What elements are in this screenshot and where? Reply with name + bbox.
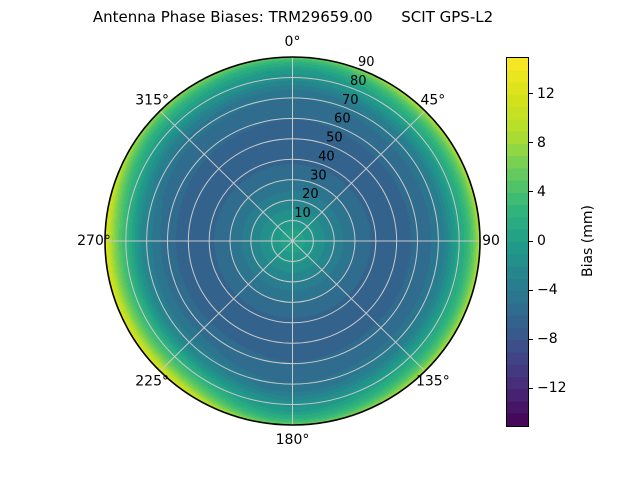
radial-tick-label: 40	[318, 149, 335, 164]
angular-tick-label: 135°	[416, 374, 450, 390]
colorbar-tick-label: −4	[537, 282, 558, 299]
angular-tick-label: 90	[482, 233, 500, 249]
grid-spoke	[292, 110, 426, 242]
radial-tick-label: 20	[302, 187, 319, 202]
colorbar-tick-label: −8	[537, 331, 558, 348]
angular-tick-label: 270°	[77, 233, 111, 249]
grid-spoke	[159, 240, 293, 372]
colorbar-tick-label: 4	[537, 183, 546, 200]
radial-tick-label: 50	[326, 131, 343, 146]
angular-tick-label: 180°	[276, 432, 310, 448]
chart-title: Antenna Phase Biases: TRM29659.00 SCIT G…	[92, 8, 494, 26]
plot-boundary	[104, 56, 481, 426]
colorbar-tick	[529, 191, 533, 193]
colorbar-tick	[529, 289, 533, 291]
grid-spoke	[159, 110, 293, 242]
radial-tick-label: 30	[310, 168, 327, 183]
colorbar-gradient	[507, 58, 528, 426]
grid-spoke	[292, 240, 426, 372]
colorbar-tick	[529, 93, 533, 95]
colorbar-tick	[529, 240, 533, 242]
radial-tick-label: 70	[342, 93, 359, 108]
colorbar	[506, 57, 529, 427]
colorbar-tick	[529, 142, 533, 144]
colorbar-tick-label: −12	[537, 380, 567, 397]
radial-tick-label: 60	[334, 112, 351, 127]
angular-tick-label: 315°	[135, 92, 169, 108]
radial-tick-label: 10	[294, 206, 311, 221]
colorbar-tick-label: 0	[537, 233, 546, 249]
colorbar-axis-label: Bias (mm)	[580, 204, 596, 278]
colorbar-tick	[529, 338, 533, 340]
angular-tick-label: 225°	[135, 374, 169, 390]
angular-tick-label: 45°	[420, 92, 445, 108]
angular-tick-label: 0°	[285, 34, 301, 50]
colorbar-tick	[529, 387, 533, 389]
radial-tick-label: 90	[358, 55, 375, 70]
colorbar-tick-label: 12	[537, 85, 555, 102]
colorbar-tick-label: 8	[537, 134, 546, 151]
radial-tick-label: 80	[350, 74, 367, 89]
